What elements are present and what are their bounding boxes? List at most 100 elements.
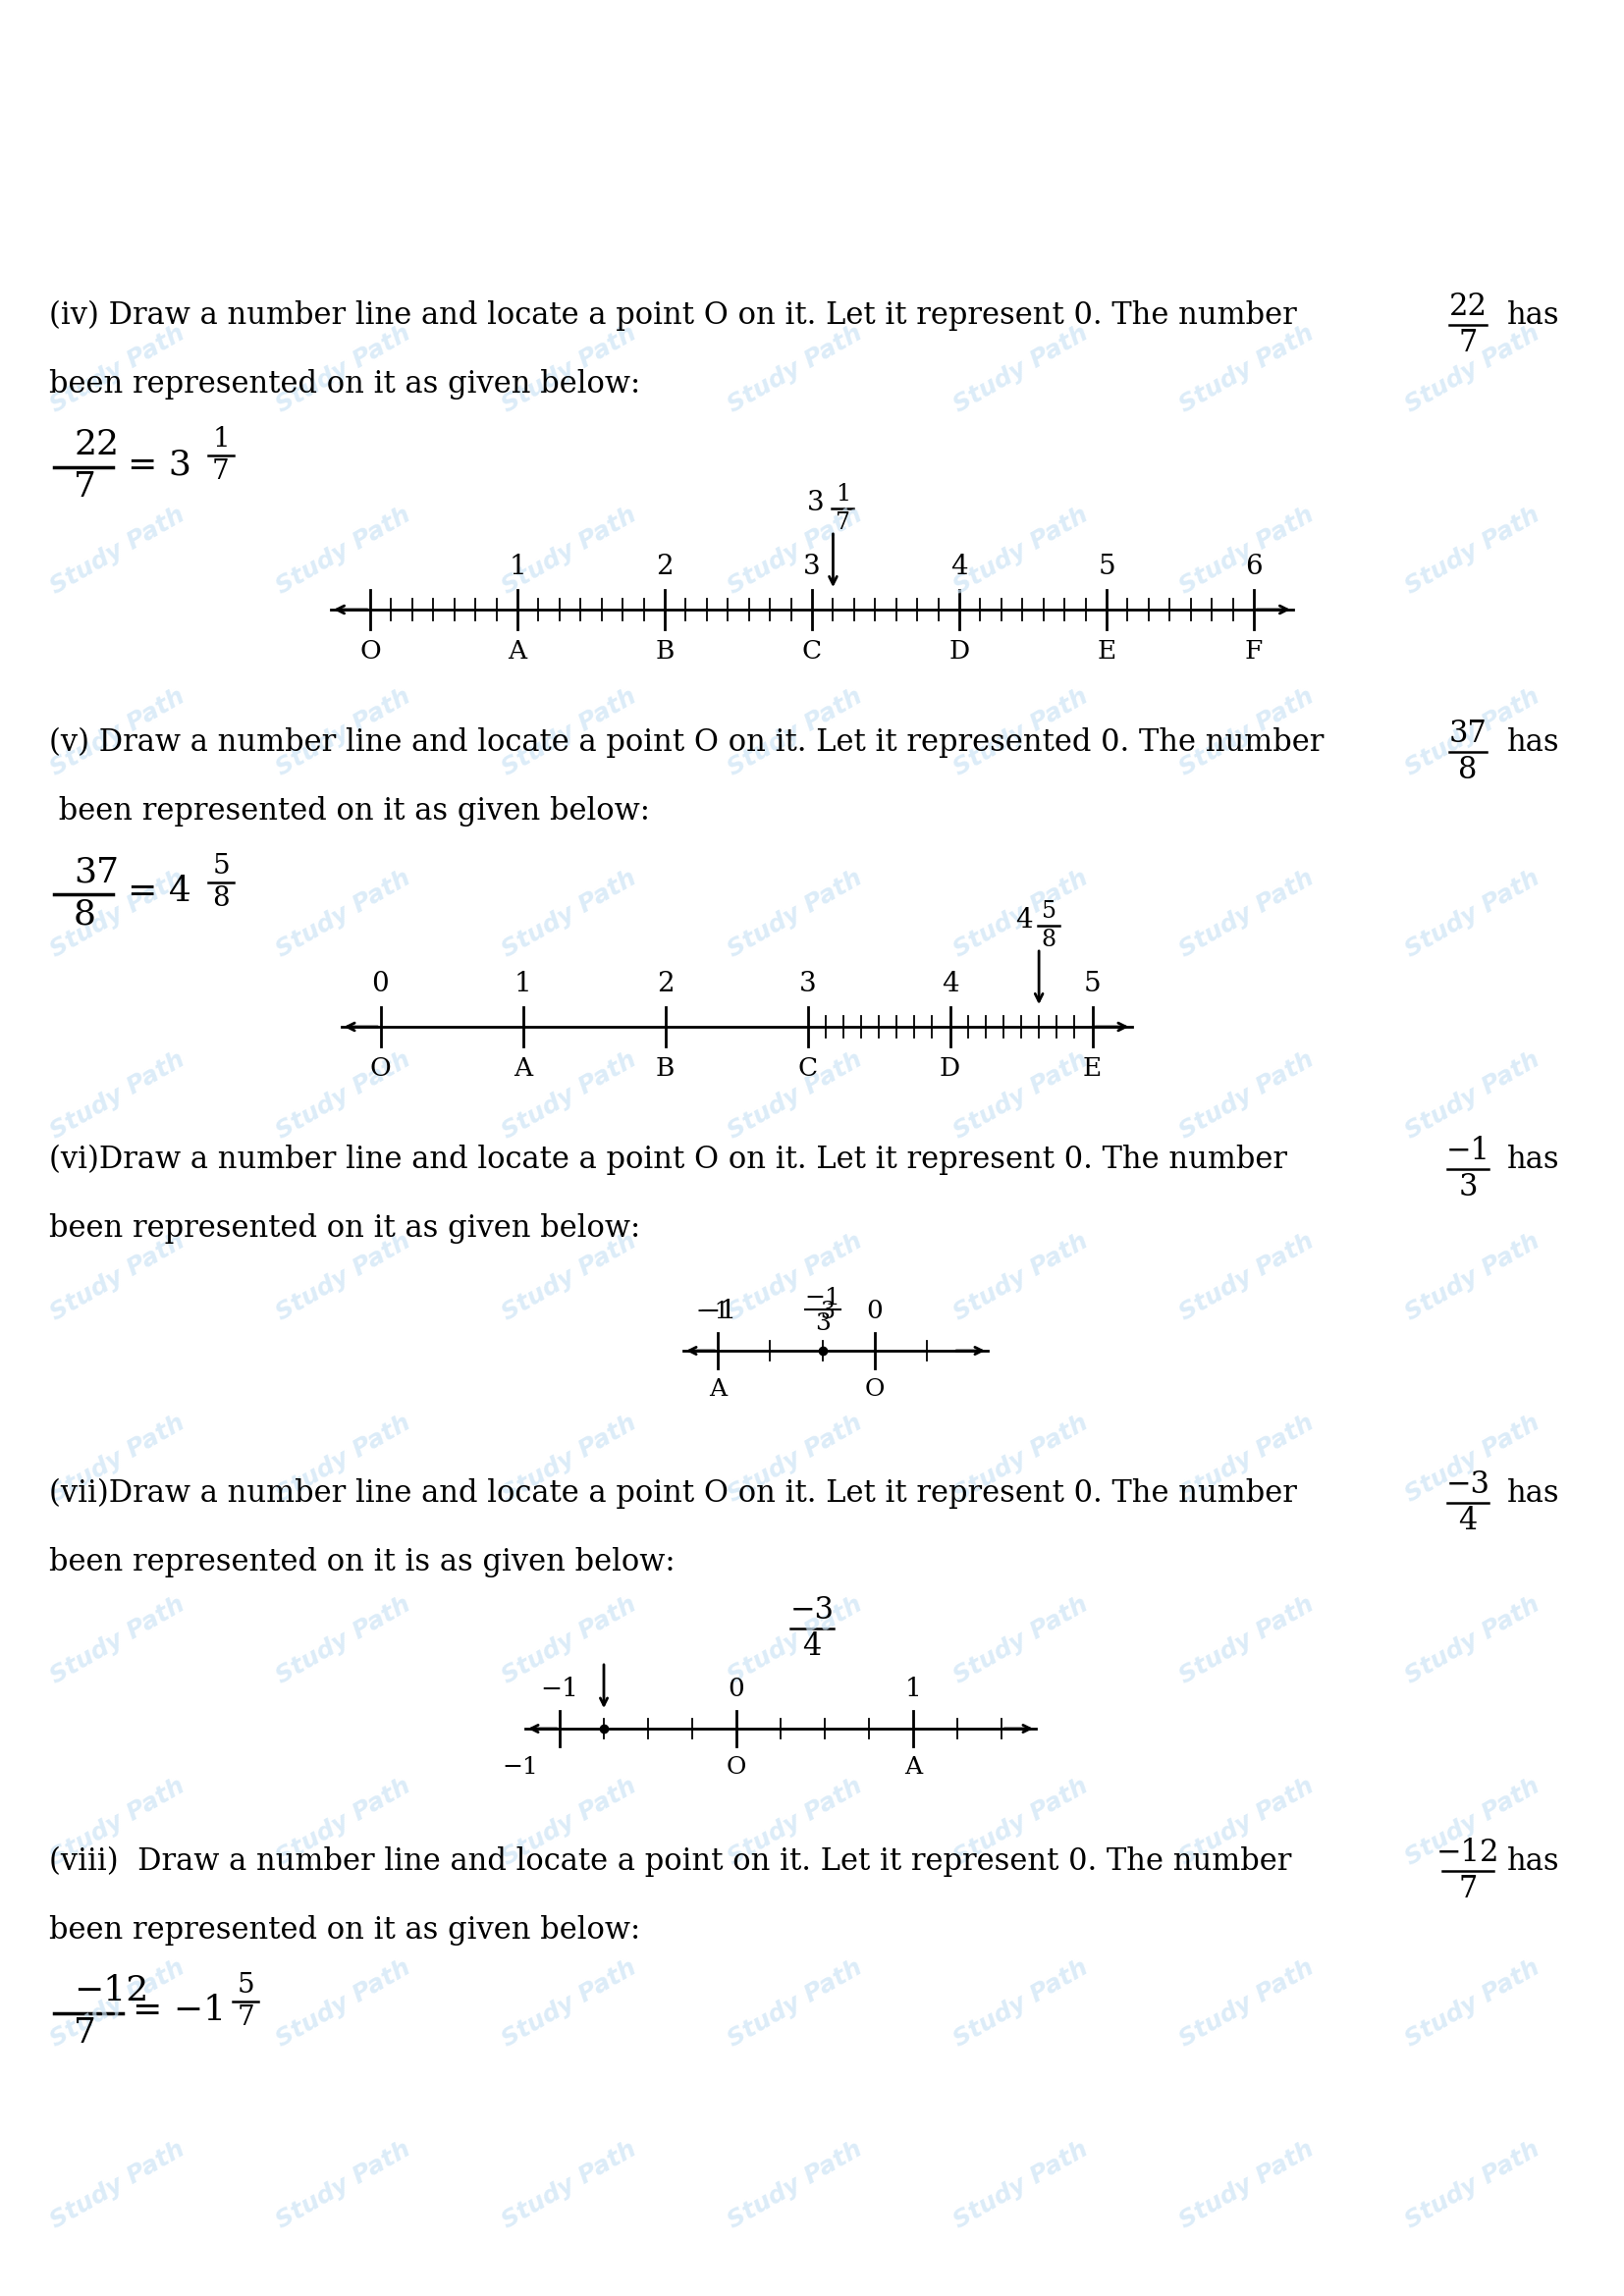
Text: (vi)Draw a number line and locate a point O on it. Let it represent 0. The numbe: (vi)Draw a number line and locate a poin… xyxy=(49,1146,1288,1176)
Text: 22: 22 xyxy=(73,427,119,461)
Text: Study Path: Study Path xyxy=(47,866,188,962)
Text: = 4: = 4 xyxy=(128,875,192,907)
Text: D: D xyxy=(940,1056,960,1081)
Text: C: C xyxy=(797,1056,817,1081)
Text: 3: 3 xyxy=(799,971,817,996)
Text: Study Path: Study Path xyxy=(273,503,416,599)
Text: 2: 2 xyxy=(656,553,674,581)
Text: 7: 7 xyxy=(73,471,96,503)
Text: Study Path: Study Path xyxy=(47,1956,188,2050)
Text: has: has xyxy=(1507,1846,1559,1876)
Text: 5: 5 xyxy=(1083,971,1101,996)
Text: −3: −3 xyxy=(789,1596,835,1626)
Text: Study Path: Study Path xyxy=(1402,1593,1544,1688)
Text: Study Path: Study Path xyxy=(47,2138,188,2234)
Text: Study Path: Study Path xyxy=(724,2138,867,2234)
Text: Study Path: Study Path xyxy=(1402,321,1544,418)
Text: 1: 1 xyxy=(835,484,851,505)
Text: Study Path: Study Path xyxy=(950,1593,1093,1688)
Text: been represented on it as given below:: been represented on it as given below: xyxy=(49,1212,640,1244)
Text: −3: −3 xyxy=(1445,1469,1489,1499)
Text: Study Path: Study Path xyxy=(273,1047,416,1143)
Text: A: A xyxy=(508,638,526,664)
Text: O: O xyxy=(866,1378,885,1401)
Text: 4: 4 xyxy=(1015,907,1033,934)
Text: Study Path: Study Path xyxy=(47,1775,188,1869)
Text: A: A xyxy=(513,1056,533,1081)
Text: Study Path: Study Path xyxy=(950,1956,1093,2050)
Text: Study Path: Study Path xyxy=(724,1410,867,1506)
Text: 1: 1 xyxy=(508,553,526,581)
Text: Study Path: Study Path xyxy=(950,684,1093,781)
Text: 3: 3 xyxy=(807,489,823,517)
Text: 7: 7 xyxy=(835,512,851,533)
Text: Study Path: Study Path xyxy=(499,866,641,962)
Text: Study Path: Study Path xyxy=(273,2138,416,2234)
Text: 4: 4 xyxy=(942,971,958,996)
Text: Study Path: Study Path xyxy=(273,321,416,418)
Text: 1: 1 xyxy=(515,971,531,996)
Text: Study Path: Study Path xyxy=(724,684,867,781)
Text: Study Path: Study Path xyxy=(724,1228,867,1325)
Text: Study Path: Study Path xyxy=(273,1775,416,1869)
Text: Study Path: Study Path xyxy=(1176,321,1319,418)
Text: Study Path: Study Path xyxy=(1402,1410,1544,1506)
Text: −12: −12 xyxy=(1436,1837,1499,1867)
Text: = 3: = 3 xyxy=(128,448,192,480)
Text: Study Path: Study Path xyxy=(499,1047,641,1143)
Text: Study Path: Study Path xyxy=(1176,1047,1319,1143)
Text: Study Path: Study Path xyxy=(950,503,1093,599)
Text: −1: −1 xyxy=(1445,1137,1489,1166)
Text: Study Path: Study Path xyxy=(1402,1956,1544,2050)
Text: been represented on it as given below:: been represented on it as given below: xyxy=(49,797,650,827)
Text: Study Path: Study Path xyxy=(1176,2138,1319,2234)
Text: 0: 0 xyxy=(372,971,390,996)
Text: −1: −1 xyxy=(695,1300,729,1322)
Text: 7: 7 xyxy=(1458,1874,1478,1906)
Text: Study Path: Study Path xyxy=(273,1228,416,1325)
Text: E: E xyxy=(1083,1056,1101,1081)
Text: Study Path: Study Path xyxy=(724,1956,867,2050)
Text: −1: −1 xyxy=(502,1756,539,1779)
Text: Study Path: Study Path xyxy=(47,1410,188,1506)
Text: Study Path: Study Path xyxy=(950,1047,1093,1143)
Text: 7: 7 xyxy=(73,2016,96,2050)
Text: Study Path: Study Path xyxy=(1402,503,1544,599)
Text: B: B xyxy=(656,1056,674,1081)
Text: A: A xyxy=(905,1756,922,1779)
Text: has: has xyxy=(1507,1146,1559,1176)
Text: Study Path: Study Path xyxy=(273,866,416,962)
Text: (viii)  Draw a number line and locate a point on it. Let it represent 0. The num: (viii) Draw a number line and locate a p… xyxy=(49,1846,1291,1878)
Text: O: O xyxy=(359,638,382,664)
Text: 7: 7 xyxy=(213,459,229,484)
Text: Study Path: Study Path xyxy=(950,321,1093,418)
Text: 5: 5 xyxy=(237,1972,253,1998)
Text: 22: 22 xyxy=(1449,292,1488,321)
Text: 3: 3 xyxy=(1458,1173,1478,1203)
Text: 4: 4 xyxy=(1458,1506,1478,1536)
Text: 37: 37 xyxy=(73,854,119,889)
Text: Study Path: Study Path xyxy=(1176,1593,1319,1688)
Text: Study Path: Study Path xyxy=(950,1228,1093,1325)
Text: Study Path: Study Path xyxy=(1402,1228,1544,1325)
Text: has: has xyxy=(1507,301,1559,331)
Text: Study Path: Study Path xyxy=(1176,503,1319,599)
Text: Study Path: Study Path xyxy=(1176,1956,1319,2050)
Text: Study Path: Study Path xyxy=(499,1775,641,1869)
Text: Study Path: Study Path xyxy=(47,1228,188,1325)
Text: Study Path: Study Path xyxy=(499,684,641,781)
Text: A: A xyxy=(708,1378,726,1401)
Text: Study Path: Study Path xyxy=(724,866,867,962)
Text: been represented on it as given below:: been represented on it as given below: xyxy=(49,370,640,400)
Text: (vii)Draw a number line and locate a point O on it. Let it represent 0. The numb: (vii)Draw a number line and locate a poi… xyxy=(49,1479,1298,1508)
Text: Study Path: Study Path xyxy=(273,684,416,781)
Text: Study Path: Study Path xyxy=(1402,2138,1544,2234)
Text: Study Path: Study Path xyxy=(724,1593,867,1688)
Text: Study: Study xyxy=(86,96,149,115)
Text: 0: 0 xyxy=(728,1676,745,1701)
Text: O: O xyxy=(370,1056,391,1081)
Text: Class-VII: Class-VII xyxy=(728,48,896,80)
Text: Study Path: Study Path xyxy=(1176,684,1319,781)
Text: Study Path: Study Path xyxy=(1176,1775,1319,1869)
Text: Study Path: Study Path xyxy=(499,503,641,599)
